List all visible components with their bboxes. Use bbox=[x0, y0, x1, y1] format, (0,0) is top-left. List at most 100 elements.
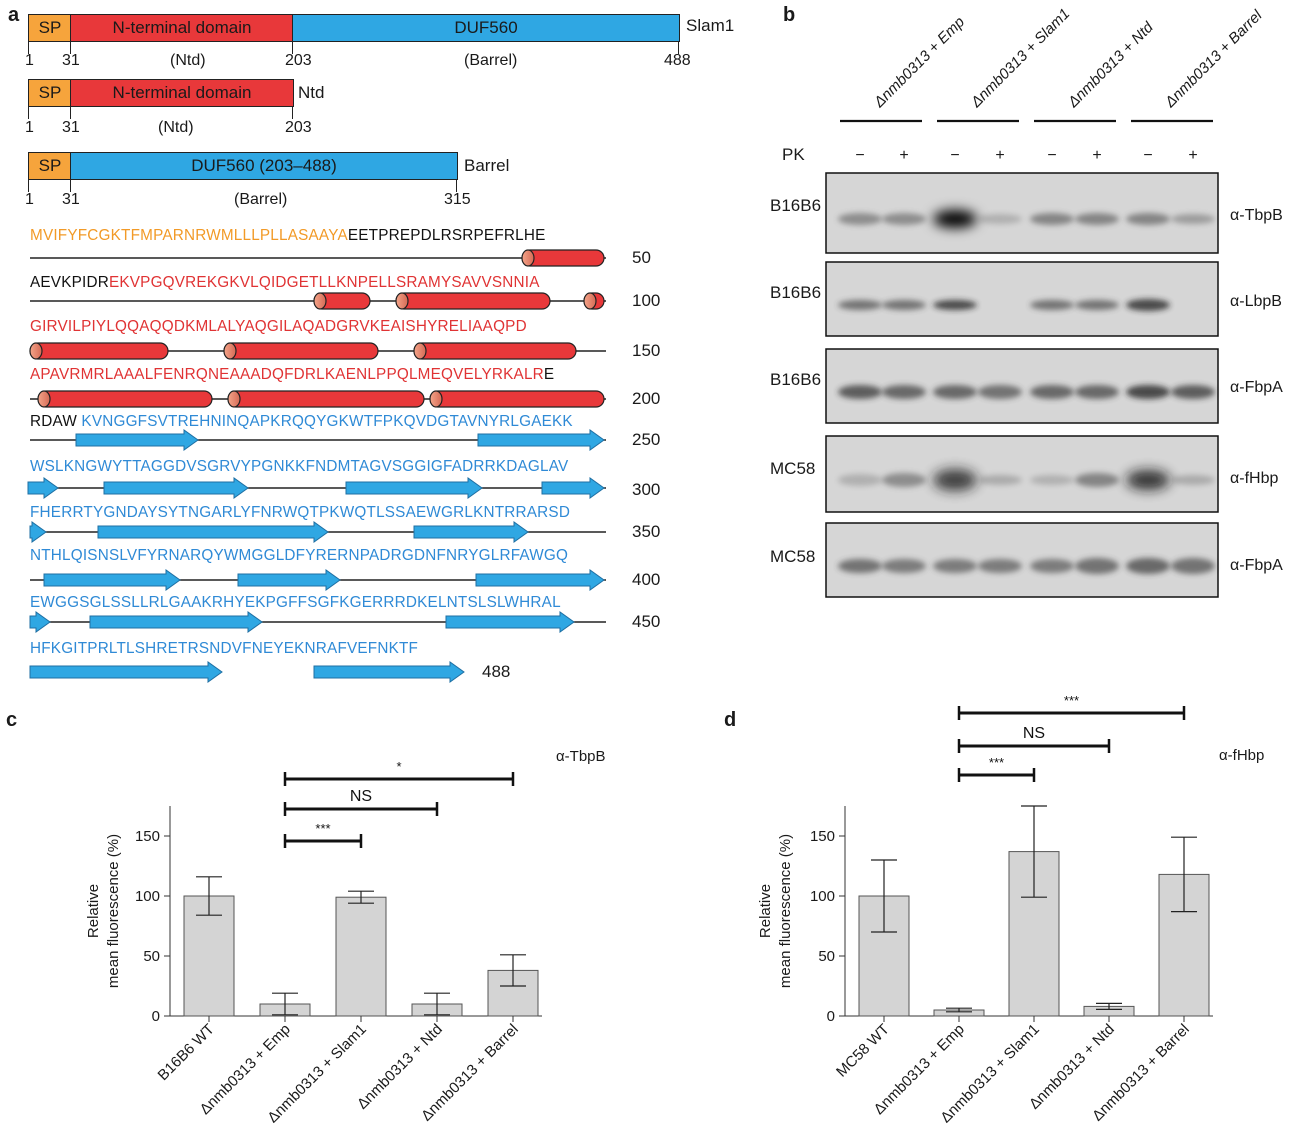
beta-strand-arrow bbox=[103, 477, 249, 499]
y-axis-label: Relative mean fluorescence (%) bbox=[85, 834, 122, 988]
alpha-helix bbox=[29, 342, 169, 360]
beta-strand-arrow bbox=[237, 569, 341, 591]
significance-label: *** bbox=[989, 755, 1004, 770]
beta-strand-arrow bbox=[75, 429, 199, 451]
antibody-label: α-LbpB bbox=[1230, 293, 1282, 310]
blot-strip-border bbox=[825, 261, 1219, 337]
sequence-line: HFKGITPRLTLSHRETRSNDVFNEYEKNRAFVEFNKTF bbox=[30, 640, 418, 658]
n-terminal-domain-box: N-terminal domain bbox=[70, 14, 294, 42]
residue-number: 400 bbox=[632, 570, 661, 589]
bar bbox=[335, 896, 387, 1017]
sequence-segment: WSLKNGWYTTAGGDVSGRVYPGNKKFNDMTAGVSGGIGFA… bbox=[30, 458, 569, 475]
helix-cylinder bbox=[29, 342, 169, 360]
blot-strip bbox=[825, 522, 1219, 598]
helix-end bbox=[521, 249, 535, 267]
beta-strand-arrow bbox=[541, 477, 605, 499]
position-label: 1 bbox=[25, 119, 34, 136]
protein-band bbox=[838, 213, 882, 225]
position-label: 203 bbox=[285, 52, 312, 69]
helix-end bbox=[429, 390, 443, 408]
panel-label-b: b bbox=[783, 4, 796, 26]
blot-strip bbox=[825, 435, 1219, 513]
protein-band bbox=[978, 559, 1022, 573]
pk-sign: − bbox=[950, 147, 959, 164]
protein-band bbox=[1075, 558, 1119, 574]
helix-end bbox=[583, 292, 597, 310]
construct-name: Slam1 bbox=[686, 16, 735, 35]
beta-strand-arrow bbox=[89, 611, 263, 633]
significance-label: *** bbox=[1064, 693, 1079, 708]
beta-strand-arrow bbox=[43, 569, 181, 591]
pk-sign: + bbox=[1188, 147, 1197, 164]
sequence-line: AEVKPIDREKVPGQVREKGKVLQIDGETLLKNPELLSRAM… bbox=[30, 274, 540, 292]
protein-band bbox=[838, 559, 882, 573]
y-axis-label-line: Relative bbox=[85, 884, 102, 938]
position-label: 315 bbox=[444, 191, 471, 208]
helix-cylinder bbox=[223, 342, 379, 360]
position-label: 1 bbox=[25, 191, 34, 208]
n-terminal-domain-box: N-terminal domain bbox=[70, 79, 294, 107]
pk-sign: + bbox=[995, 147, 1004, 164]
protein-band bbox=[838, 474, 882, 486]
helix-cylinder bbox=[37, 390, 213, 408]
residue-number: 100 bbox=[632, 291, 661, 310]
pk-sign: − bbox=[1143, 147, 1152, 164]
y-axis-label-line: Relative bbox=[757, 884, 774, 938]
protein-band bbox=[882, 385, 926, 399]
alpha-helix bbox=[227, 390, 425, 408]
blot-strip bbox=[825, 348, 1219, 424]
protein-band bbox=[1030, 475, 1074, 485]
protein-band bbox=[1171, 385, 1215, 399]
residue-number: 350 bbox=[632, 522, 661, 541]
sequence-segment: KVNGGFSVTREHNINQAPKRQQYGKWTFPKQVDGTAVNYR… bbox=[81, 413, 573, 430]
beta-strand-arrow bbox=[29, 521, 47, 543]
position-label: 31 bbox=[62, 52, 80, 69]
y-tick-label: 0 bbox=[152, 1008, 160, 1025]
helix-cylinder bbox=[395, 292, 551, 310]
protein-band bbox=[882, 300, 926, 310]
blot-strip bbox=[825, 172, 1219, 254]
sequence-segment: RDAW bbox=[30, 413, 82, 430]
position-label: 488 bbox=[664, 52, 691, 69]
residue-number: 450 bbox=[632, 612, 661, 631]
panel-label-a: a bbox=[8, 4, 20, 26]
strain-label: B16B6 bbox=[770, 196, 822, 215]
protein-band bbox=[1126, 385, 1170, 399]
y-tick-label: 150 bbox=[135, 828, 160, 845]
sequence-segment: FHERRTYGNDAYSYTNGARLYFNRWQTPKWQTLSSAEWGR… bbox=[30, 504, 571, 521]
y-axis-label-line: mean fluorescence (%) bbox=[777, 834, 794, 988]
y-tick-label: 0 bbox=[827, 1008, 835, 1025]
sequence-line: WSLKNGWYTTAGGDVSGRVYPGNKKFNDMTAGVSGGIGFA… bbox=[30, 458, 568, 476]
protein-band bbox=[1075, 213, 1119, 225]
y-tick-label: 50 bbox=[143, 948, 160, 965]
alpha-helix bbox=[429, 390, 605, 408]
lane-label: Δnmb0313 + Ntd bbox=[1064, 18, 1157, 111]
sequence-segment: AEVKPIDR bbox=[30, 274, 109, 291]
sequence-line: FHERRTYGNDAYSYTNGARLYFNRWQTPKWQTLSSAEWGR… bbox=[30, 504, 570, 522]
construct-name: Ntd bbox=[298, 83, 325, 102]
significance-label: * bbox=[396, 759, 401, 774]
lane-label: Δnmb0313 + Emp bbox=[870, 14, 968, 112]
signal-peptide-box: SP bbox=[28, 152, 72, 180]
y-tick-label: 50 bbox=[818, 948, 835, 965]
pk-sign: + bbox=[1092, 147, 1101, 164]
beta-strand-arrow bbox=[97, 521, 329, 543]
protein-band bbox=[1075, 300, 1119, 310]
beta-strand-arrow bbox=[29, 611, 51, 633]
protein-band bbox=[933, 385, 977, 399]
protein-band bbox=[838, 385, 882, 399]
lane-label: Δnmb0313 + Slam1 bbox=[967, 5, 1073, 111]
strain-label: B16B6 bbox=[770, 283, 822, 302]
chart-title: α-TbpB bbox=[556, 748, 606, 765]
position-label: 1 bbox=[25, 52, 34, 69]
protein-band bbox=[1030, 213, 1074, 225]
alpha-helix bbox=[313, 292, 371, 310]
protein-band bbox=[978, 385, 1022, 399]
category-label: B16B6 WT bbox=[155, 1021, 218, 1084]
category-label: MC58 WT bbox=[833, 1021, 893, 1081]
helix-end bbox=[313, 292, 327, 310]
helix-end bbox=[227, 390, 241, 408]
significance-label: *** bbox=[315, 821, 330, 836]
protein-band bbox=[1126, 470, 1170, 490]
beta-strand-arrow bbox=[345, 477, 483, 499]
